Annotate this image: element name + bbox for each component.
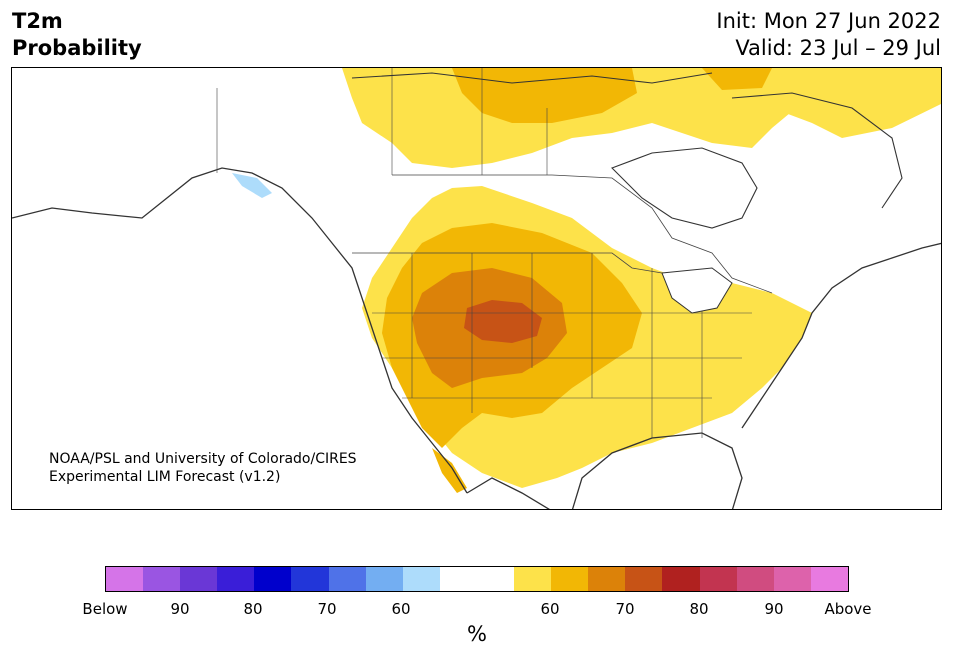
us-canada-border — [352, 252, 663, 274]
colorbar-segment — [254, 567, 292, 591]
colorbar-segment — [773, 567, 811, 591]
colorbar-segment — [736, 567, 774, 591]
arctic-islands-line — [351, 72, 903, 209]
west-coast-line — [12, 167, 468, 494]
title-line-2: Probability — [12, 36, 142, 60]
colorbar-tick-label: 60 — [391, 600, 411, 618]
colorbar-tick-label: 70 — [615, 600, 635, 618]
title-line-1: T2m — [12, 9, 63, 33]
valid-range: Valid: 23 Jul – 29 Jul — [735, 36, 941, 60]
colorbar-segment — [699, 567, 737, 591]
colorbar-segment — [402, 567, 440, 591]
colorbar — [105, 566, 849, 592]
colorbar-segment — [291, 567, 329, 591]
east-coast-line — [466, 242, 941, 509]
baja-shade-70 — [432, 448, 467, 493]
colorbar-tick-label: 70 — [317, 600, 337, 618]
colorbar-tick-label: 80 — [689, 600, 709, 618]
state-lines — [372, 253, 752, 438]
colorbar-tick-label: Below — [82, 600, 128, 618]
colorbar-segment — [365, 567, 403, 591]
forecast-dates: Init: Mon 27 Jun 2022 Valid: 23 Jul – 29… — [716, 8, 941, 62]
greenland-shade-70 — [702, 68, 772, 90]
colorbar-tick-label: Above — [824, 600, 872, 618]
colorbar-segment — [662, 567, 700, 591]
great-lakes-line — [661, 267, 733, 314]
colorbar-unit: % — [467, 622, 487, 646]
map-svg — [12, 68, 941, 509]
colorbar-segment — [625, 567, 663, 591]
colorbar-tick-label: 90 — [764, 600, 784, 618]
map-title: T2m Probability — [12, 8, 142, 62]
canada-province-lines — [216, 68, 548, 175]
probability-map — [11, 67, 942, 510]
colorbar-segment — [551, 567, 589, 591]
colorbar-segment — [217, 567, 255, 591]
colorbar-tick-label: 80 — [243, 600, 263, 618]
colorbar-tick-label: 60 — [540, 600, 560, 618]
credit-text: NOAA/PSL and University of Colorado/CIRE… — [49, 450, 357, 486]
colorbar-segment — [514, 567, 552, 591]
colorbar-segment — [106, 567, 144, 591]
colorbar-segment — [143, 567, 181, 591]
hudson-bay-line — [611, 147, 758, 229]
us-shade-90 — [464, 300, 542, 343]
init-date: Init: Mon 27 Jun 2022 — [716, 9, 941, 33]
credit-line-1: NOAA/PSL and University of Colorado/CIRE… — [49, 451, 357, 467]
colorbar-segment — [588, 567, 626, 591]
colorbar-tick-label: 90 — [170, 600, 190, 618]
colorbar-segment — [476, 567, 515, 591]
colorbar-segment — [439, 567, 477, 591]
alaska-shade-below — [232, 173, 272, 198]
canada-border — [392, 174, 773, 294]
colorbar-segment — [180, 567, 218, 591]
credit-line-2: Experimental LIM Forecast (v1.2) — [49, 469, 281, 485]
colorbar-segment — [328, 567, 366, 591]
colorbar-segment — [810, 567, 848, 591]
